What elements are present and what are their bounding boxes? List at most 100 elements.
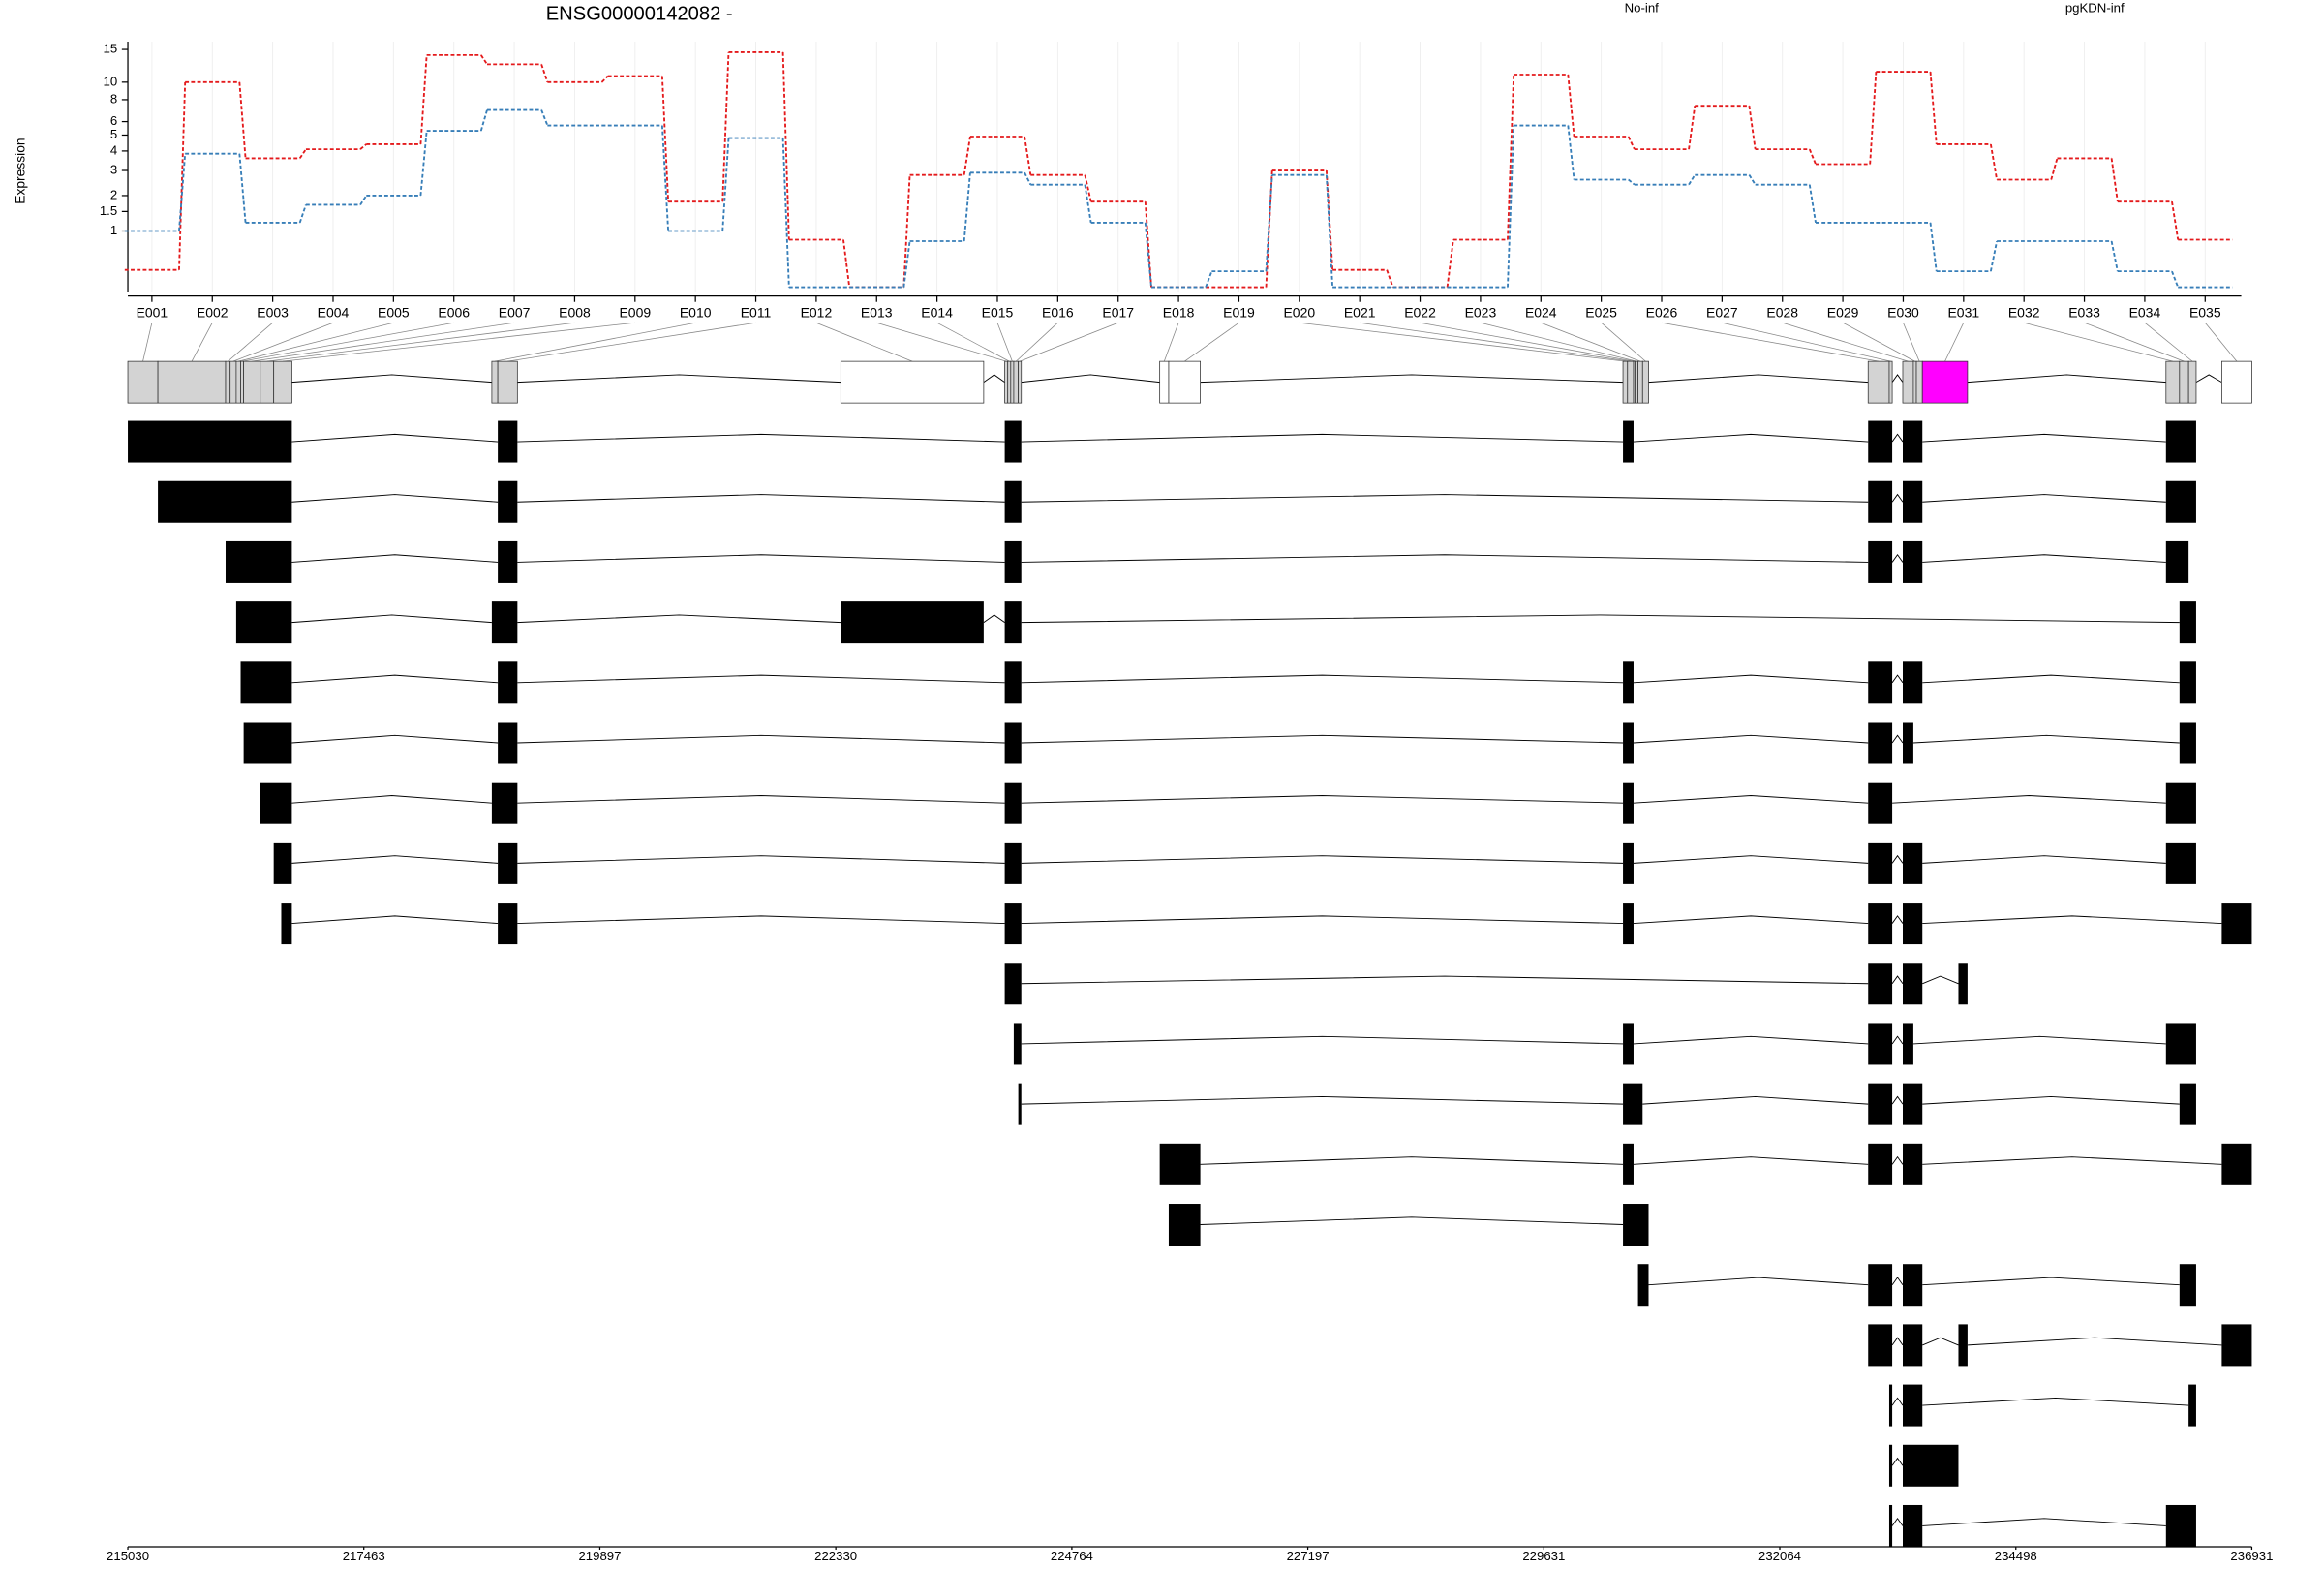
exon-connector <box>1184 322 1239 362</box>
genomic-tick-label: 224764 <box>1051 1549 1093 1563</box>
exon-connector <box>815 322 913 362</box>
transcript-intron <box>1922 494 2166 503</box>
exon-part <box>157 360 227 404</box>
transcript-intron <box>517 855 1005 864</box>
transcript-exon <box>1902 661 1923 704</box>
transcript-intron <box>1922 674 2180 684</box>
transcript-exon <box>1868 420 1893 463</box>
transcript-exon <box>1623 842 1634 884</box>
transcript-exon <box>2179 1264 2196 1307</box>
step-connector <box>2171 201 2180 240</box>
exon-part <box>1641 360 1649 404</box>
step-connector <box>1627 136 1636 150</box>
transcript-exon <box>281 903 292 945</box>
transcript-exon <box>1004 540 1022 583</box>
step-connector <box>298 148 307 159</box>
transcript-intron <box>1648 1277 1869 1286</box>
transcript-exon <box>1868 1143 1893 1185</box>
transcript-exon <box>498 661 518 704</box>
transcript-exon <box>1902 1384 1923 1427</box>
x-tick-label: E009 <box>619 305 651 321</box>
transcript-exon <box>1623 1023 1634 1065</box>
transcript-exon <box>2179 601 2196 644</box>
gene-intron <box>1648 374 1869 384</box>
x-tick-label: E029 <box>1827 305 1859 321</box>
transcript-exon <box>273 842 292 884</box>
step-connector <box>1567 74 1575 138</box>
step-connector <box>1929 222 1938 272</box>
step-connector <box>781 138 790 288</box>
exon-connector <box>232 322 334 362</box>
exon-connector <box>1782 322 1909 362</box>
x-tick-label: E007 <box>499 305 531 321</box>
exon-part <box>1010 360 1015 404</box>
x-tick-label: E001 <box>137 305 168 321</box>
x-tick-label: E030 <box>1887 305 1919 321</box>
x-tick-label: E003 <box>257 305 289 321</box>
x-tick-label: E031 <box>1948 305 1980 321</box>
transcript-intron <box>1021 614 2180 624</box>
transcript-exon <box>2221 903 2252 945</box>
transcript-exon <box>1958 963 1968 1005</box>
step-connector <box>540 64 549 83</box>
exon-part <box>2179 360 2189 404</box>
transcript-intron <box>1633 795 1869 804</box>
gene-intron <box>517 374 841 384</box>
transcript-intron <box>1891 1277 1904 1285</box>
exon-part <box>1635 360 1638 404</box>
step-connector <box>1808 184 1817 224</box>
step-connector <box>902 240 911 288</box>
transcript-intron <box>517 795 1005 804</box>
transcript-exon <box>1958 1324 1968 1367</box>
exon-part <box>1168 360 1201 404</box>
step-connector <box>1024 136 1032 175</box>
step-connector <box>1688 106 1697 150</box>
x-tick-label: E018 <box>1163 305 1195 321</box>
x-tick-label: E016 <box>1042 305 1074 321</box>
transcript-exon <box>1902 1504 1923 1547</box>
step-connector <box>963 172 971 242</box>
genomic-tick-label: 236931 <box>2230 1549 2273 1563</box>
step-connector <box>2110 158 2119 202</box>
transcript-intron <box>1642 1096 1869 1105</box>
transcript-intron <box>291 433 499 443</box>
exon-part <box>1902 360 1914 404</box>
transcript-exon <box>2165 480 2196 523</box>
y-tick-label: 15 <box>103 42 117 56</box>
exon-connector <box>2204 322 2238 362</box>
transcript-exon <box>2188 1384 2196 1427</box>
transcript-intron <box>1021 1096 1624 1105</box>
gene-intron <box>1200 374 1624 384</box>
transcript-intron <box>1892 795 2166 804</box>
chart-title: ENSG00000142082 - <box>546 4 733 25</box>
transcript-exon <box>2179 1083 2196 1125</box>
transcript-intron <box>1922 1156 2222 1165</box>
transcript-exon <box>498 480 518 523</box>
step-connector <box>419 54 428 145</box>
x-tick-label: E024 <box>1525 305 1557 321</box>
x-tick-label: E020 <box>1283 305 1315 321</box>
exon-part <box>243 360 261 404</box>
transcript-exon <box>1623 903 1634 945</box>
transcript-exon <box>498 420 518 463</box>
exon-connector <box>1541 322 1641 362</box>
exon-part <box>260 360 275 404</box>
transcript-exon <box>2165 1504 2196 1547</box>
transcript-intron <box>1922 915 2222 925</box>
genomic-tick-label: 232064 <box>1758 1549 1801 1563</box>
step-connector <box>1567 125 1575 180</box>
transcript-intron <box>1633 855 1869 864</box>
step-connector <box>1386 269 1394 288</box>
transcript-exon <box>1902 1023 1913 1065</box>
x-tick-label: E034 <box>2129 305 2161 321</box>
transcript-intron <box>1633 674 1869 684</box>
exon-part <box>2187 360 2197 404</box>
exon-connector <box>2144 322 2193 362</box>
x-tick-label: E011 <box>741 305 772 321</box>
transcript-exon <box>1004 842 1022 884</box>
step-connector <box>359 195 368 205</box>
transcript-intron <box>1891 1457 1904 1466</box>
x-tick-label: E004 <box>318 305 350 321</box>
exon-connector <box>876 322 1007 362</box>
